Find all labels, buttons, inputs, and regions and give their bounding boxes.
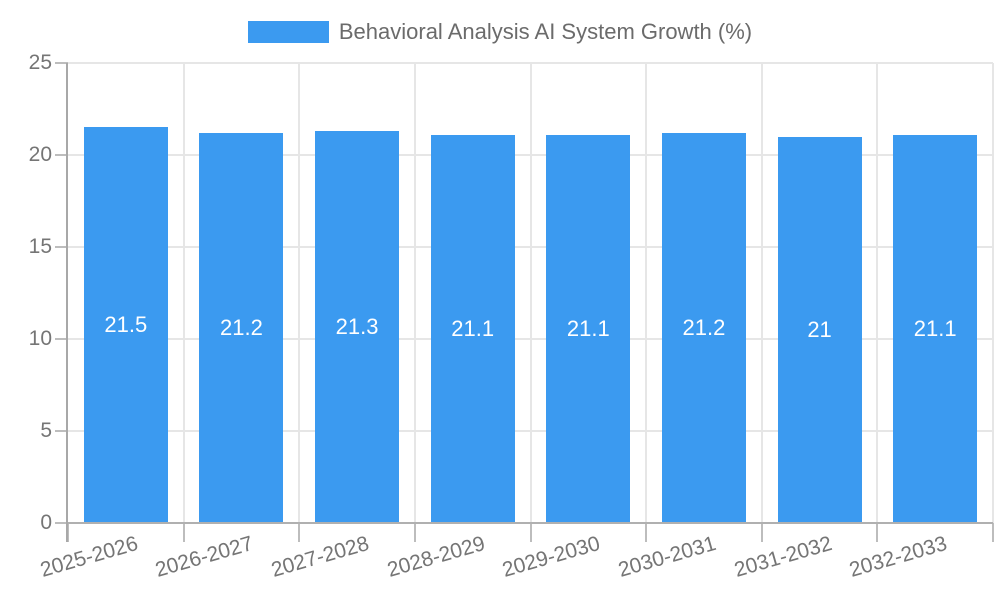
x-axis-tick xyxy=(645,523,648,542)
bar xyxy=(430,134,515,523)
y-tick-label: 20 xyxy=(28,143,52,166)
bar xyxy=(546,134,631,523)
y-axis-tick xyxy=(55,522,68,524)
gridline-vertical xyxy=(529,63,532,523)
bar-value-label: 21 xyxy=(807,316,832,342)
gridline-vertical xyxy=(413,63,416,523)
bar xyxy=(199,132,284,523)
y-axis-tick xyxy=(55,154,68,156)
x-axis-tick xyxy=(298,523,301,542)
y-tick-label: 0 xyxy=(40,511,52,534)
bar-value-label: 21.1 xyxy=(913,315,957,341)
bar-value-label: 21.1 xyxy=(451,315,495,341)
gridline-vertical xyxy=(876,63,879,523)
bar xyxy=(83,127,168,523)
x-axis-tick xyxy=(413,523,416,542)
x-axis-tick xyxy=(182,523,185,542)
bar xyxy=(661,132,746,523)
bar-value-label: 21.2 xyxy=(682,314,726,340)
y-tick-label: 15 xyxy=(28,235,52,258)
y-axis-tick xyxy=(55,246,68,248)
y-axis-tick xyxy=(55,62,68,64)
y-tick-label: 10 xyxy=(28,327,52,350)
bar xyxy=(893,134,978,523)
y-tick-label: 5 xyxy=(40,419,52,442)
legend: Behavioral Analysis AI System Growth (%) xyxy=(0,14,1000,50)
gridline-vertical xyxy=(298,63,301,523)
x-axis-tick xyxy=(760,523,763,542)
bar-value-label: 21.3 xyxy=(335,314,379,340)
x-axis-tick xyxy=(876,523,879,542)
gridline-vertical xyxy=(645,63,648,523)
gridline-vertical xyxy=(760,63,763,523)
x-axis-baseline xyxy=(68,522,993,524)
y-axis-line xyxy=(66,63,68,542)
x-axis-tick xyxy=(529,523,532,542)
bar xyxy=(777,136,862,523)
bar-value-label: 21.2 xyxy=(220,314,263,340)
x-axis-tick xyxy=(992,523,994,542)
gridline-vertical xyxy=(182,63,185,523)
gridline-vertical xyxy=(992,63,994,523)
legend-swatch xyxy=(247,21,329,43)
bar-value-label: 21.1 xyxy=(566,315,610,341)
y-axis-tick xyxy=(55,430,68,432)
x-axis-tick xyxy=(67,523,69,542)
bar xyxy=(315,131,400,523)
legend-label: Behavioral Analysis AI System Growth (%) xyxy=(338,19,753,44)
bar-value-label: 21.5 xyxy=(104,312,148,338)
y-tick-label: 25 xyxy=(28,51,52,74)
y-axis-tick xyxy=(55,338,68,340)
